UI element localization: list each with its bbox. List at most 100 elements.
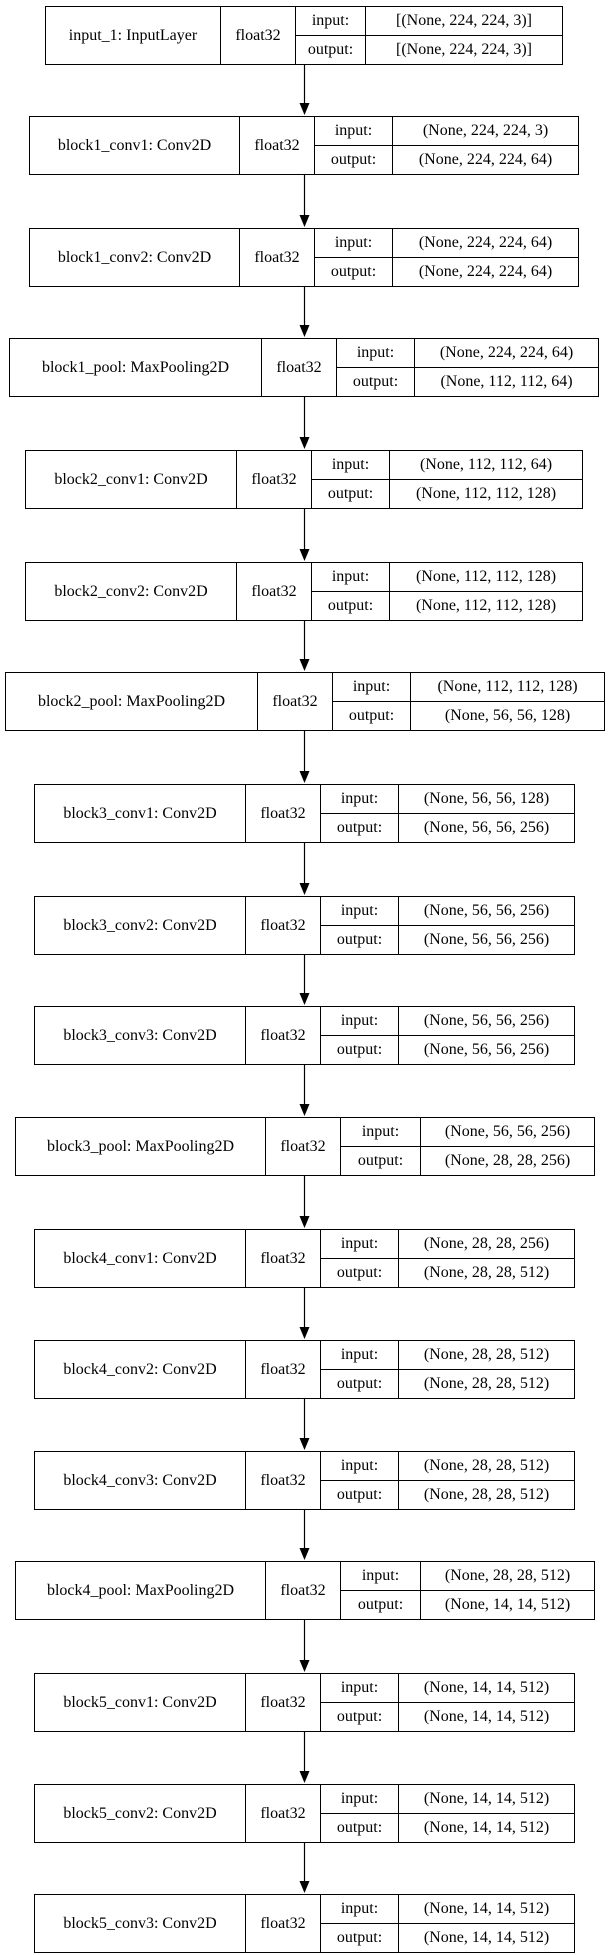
layer-node: block5_conv2: Conv2D float32 input: (None, …: [34, 1784, 575, 1843]
layer-input-shape: (None, 112, 112, 128): [437, 678, 578, 695]
layer-input-row: input: (None, 112, 112, 128): [333, 673, 604, 701]
layer-output-label: output:: [321, 1370, 399, 1398]
layer-dtype: float32: [246, 785, 321, 842]
layer-output-row: output: (None, 28, 28, 512): [321, 1258, 574, 1287]
layer-input-label: input:: [341, 1118, 421, 1146]
layer-output-row: output: (None, 56, 56, 128): [333, 701, 604, 730]
layer-input-row: input: (None, 14, 14, 512): [321, 1785, 574, 1813]
layer-input-shape: [(None, 224, 224, 3)]: [396, 12, 532, 29]
layer-output-label: output:: [315, 258, 393, 286]
layer-name: block2_pool: MaxPooling2D: [6, 673, 258, 730]
layer-input-shape: (None, 28, 28, 512): [423, 1346, 550, 1363]
layer-input-label: input:: [315, 117, 393, 145]
layer-node: block4_conv3: Conv2D float32 input: (None, …: [34, 1451, 575, 1510]
layer-node: block2_pool: MaxPooling2D float32 input: (N…: [5, 672, 605, 731]
arrowhead-icon: [299, 103, 310, 115]
layer-input-label: input:: [337, 339, 415, 367]
layer-input-label: input:: [321, 1230, 399, 1258]
arrowhead-icon: [299, 437, 310, 449]
layer-io-table: input: (None, 28, 28, 512) output: (None, 2…: [321, 1452, 574, 1509]
layer-io-table: input: (None, 28, 28, 512) output: (None, 2…: [321, 1341, 574, 1398]
layer-output-row: output: (None, 112, 112, 128): [312, 591, 582, 620]
arrowhead-icon: [299, 1327, 310, 1339]
layer-input-label: input:: [321, 1674, 399, 1702]
layer-name: block5_conv2: Conv2D: [35, 1785, 246, 1842]
layer-output-label: output:: [312, 592, 390, 620]
layer-name: block4_conv1: Conv2D: [35, 1230, 246, 1287]
layer-output-shape: (None, 112, 112, 64): [440, 373, 573, 390]
layer-input-row: input: (None, 28, 28, 256): [321, 1230, 574, 1258]
layer-input-label: input:: [321, 1341, 399, 1369]
layer-input-row: input: (None, 28, 28, 512): [341, 1562, 594, 1590]
layer-input-row: input: (None, 112, 112, 128): [312, 563, 582, 591]
layer-node: block1_pool: MaxPooling2D float32 input: (N…: [9, 338, 599, 397]
layer-input-row: input: (None, 56, 56, 256): [321, 897, 574, 925]
layer-input-label: input:: [341, 1562, 421, 1590]
layer-io-table: input: (None, 14, 14, 512) output: (None, 1…: [321, 1895, 574, 1952]
layer-input-row: input: (None, 224, 224, 64): [337, 339, 598, 367]
layer-input-label: input:: [321, 785, 399, 813]
layer-input-shape: (None, 28, 28, 512): [423, 1457, 550, 1474]
arrowhead-icon: [299, 1881, 310, 1893]
layer-output-row: output: (None, 14, 14, 512): [341, 1590, 594, 1619]
layer-io-table: input: (None, 56, 56, 256) output: (None, 5…: [321, 897, 574, 954]
layer-node: input_1: InputLayer float32 input: [(None, …: [45, 6, 563, 65]
layer-input-shape: (None, 56, 56, 256): [423, 902, 550, 919]
layer-input-row: input: (None, 224, 224, 3): [315, 117, 578, 145]
layer-node: block1_conv2: Conv2D float32 input: (None, …: [29, 228, 579, 287]
layer-io-table: input: (None, 14, 14, 512) output: (None, 1…: [321, 1785, 574, 1842]
layer-output-row: output: (None, 224, 224, 64): [315, 145, 578, 174]
layer-node: block2_conv1: Conv2D float32 input: (None, …: [25, 450, 583, 509]
layer-output-label: output:: [321, 1703, 399, 1731]
layer-output-shape: (None, 14, 14, 512): [423, 1929, 550, 1946]
layer-node: block4_pool: MaxPooling2D float32 input: (N…: [15, 1561, 595, 1620]
layer-node: block4_conv1: Conv2D float32 input: (None, …: [34, 1229, 575, 1288]
layer-output-shape: (None, 224, 224, 64): [418, 151, 553, 168]
layer-output-label: output:: [321, 926, 399, 954]
layer-output-label: output:: [296, 36, 366, 64]
layer-input-label: input:: [321, 1785, 399, 1813]
layer-output-row: output: (None, 14, 14, 512): [321, 1923, 574, 1952]
layer-dtype: float32: [246, 1341, 321, 1398]
layer-input-label: input:: [333, 673, 411, 701]
layer-io-table: input: (None, 14, 14, 512) output: (None, 1…: [321, 1674, 574, 1731]
layer-output-row: output: (None, 56, 56, 256): [321, 925, 574, 954]
layer-output-row: output: [(None, 224, 224, 3)]: [296, 35, 562, 64]
layer-dtype: float32: [237, 563, 312, 620]
layer-node: block2_conv2: Conv2D float32 input: (None, …: [25, 562, 583, 621]
layer-output-row: output: (None, 56, 56, 256): [321, 813, 574, 842]
layer-input-row: input: (None, 14, 14, 512): [321, 1895, 574, 1923]
layer-dtype: float32: [221, 7, 296, 64]
layer-input-label: input:: [321, 1452, 399, 1480]
arrowhead-icon: [299, 1771, 310, 1783]
layer-name: block3_conv2: Conv2D: [35, 897, 246, 954]
layer-output-shape: (None, 28, 28, 512): [423, 1486, 550, 1503]
layer-name: block2_conv1: Conv2D: [26, 451, 237, 508]
layer-output-label: output:: [337, 368, 415, 396]
layer-node: block3_conv1: Conv2D float32 input: (None, …: [34, 784, 575, 843]
layer-input-shape: (None, 14, 14, 512): [423, 1900, 550, 1917]
layer-node: block3_conv2: Conv2D float32 input: (None, …: [34, 896, 575, 955]
layer-input-label: input:: [321, 897, 399, 925]
layer-name: block1_conv1: Conv2D: [30, 117, 240, 174]
arrowhead-icon: [299, 1216, 310, 1228]
layer-dtype: float32: [246, 1674, 321, 1731]
layer-name: block3_pool: MaxPooling2D: [16, 1118, 266, 1175]
layer-io-table: input: (None, 112, 112, 128) output: (None,…: [312, 563, 582, 620]
layer-output-shape: (None, 112, 112, 128): [415, 485, 557, 502]
layer-output-row: output: (None, 112, 112, 64): [337, 367, 598, 396]
arrowhead-icon: [299, 1660, 310, 1672]
arrowhead-icon: [299, 549, 310, 561]
layer-input-shape: (None, 112, 112, 128): [415, 568, 557, 585]
layer-output-row: output: (None, 14, 14, 512): [321, 1702, 574, 1731]
layer-input-row: input: (None, 224, 224, 64): [315, 229, 578, 257]
layer-output-shape: (None, 14, 14, 512): [423, 1819, 550, 1836]
layer-name: input_1: InputLayer: [46, 7, 221, 64]
layer-node: block1_conv1: Conv2D float32 input: (None, …: [29, 116, 579, 175]
layer-output-shape: (None, 56, 56, 128): [444, 707, 571, 724]
layer-name: block1_conv2: Conv2D: [30, 229, 240, 286]
layer-output-row: output: (None, 28, 28, 512): [321, 1369, 574, 1398]
arrowhead-icon: [299, 1548, 310, 1560]
